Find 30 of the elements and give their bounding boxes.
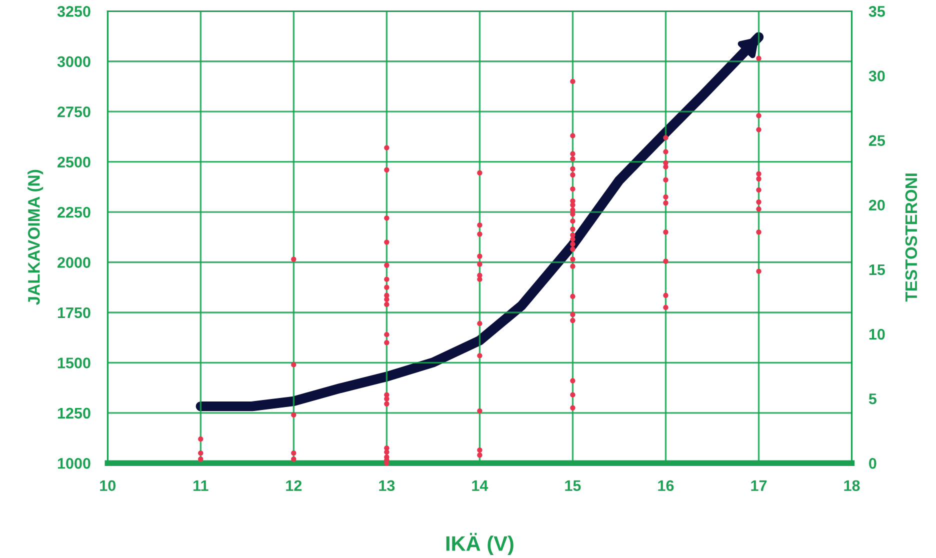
y-tick-label: 2750 [58, 106, 90, 118]
y2-axis-title: TESTOSTERONI [905, 174, 918, 302]
y-tick-label: 3250 [57, 6, 90, 17]
y2-tick-label: 25 [868, 135, 885, 146]
x-tick-label: 16 [658, 480, 674, 492]
y-tick-label: 3000 [57, 56, 90, 68]
x-tick-label: 13 [379, 480, 395, 492]
x-tick-label: 17 [751, 480, 767, 491]
y2-tick-label: 15 [869, 264, 885, 276]
y2-tick-label: 0 [869, 458, 876, 469]
x-tick-label: 12 [286, 480, 302, 491]
y-tick-label: 1000 [58, 458, 90, 469]
y-tick-label: 1250 [58, 408, 90, 419]
y2-tick-label: 10 [869, 328, 885, 340]
y-tick-label: 2250 [58, 206, 90, 218]
y-axis-title: JALKAVOIMA (N) [28, 170, 44, 305]
y-tick-label: 1500 [58, 358, 90, 368]
y2-tick-label: 20 [868, 200, 885, 211]
y2-tick-label: 5 [868, 394, 876, 404]
y-tick-label: 2500 [58, 156, 90, 168]
y2-tick-label: 30 [868, 70, 885, 82]
x-tick-label: 15 [565, 480, 581, 492]
x-axis-title: IKÄ (V) [446, 532, 514, 556]
x-tick-label: 18 [844, 480, 860, 492]
y-tick-label: 2000 [58, 257, 90, 268]
x-tick-label: 14 [472, 480, 488, 491]
y-tick-label: 1750 [58, 307, 90, 318]
x-tick-label: 11 [194, 480, 208, 491]
x-tick-label: 10 [100, 480, 116, 492]
y2-tick-label: 35 [868, 6, 885, 17]
